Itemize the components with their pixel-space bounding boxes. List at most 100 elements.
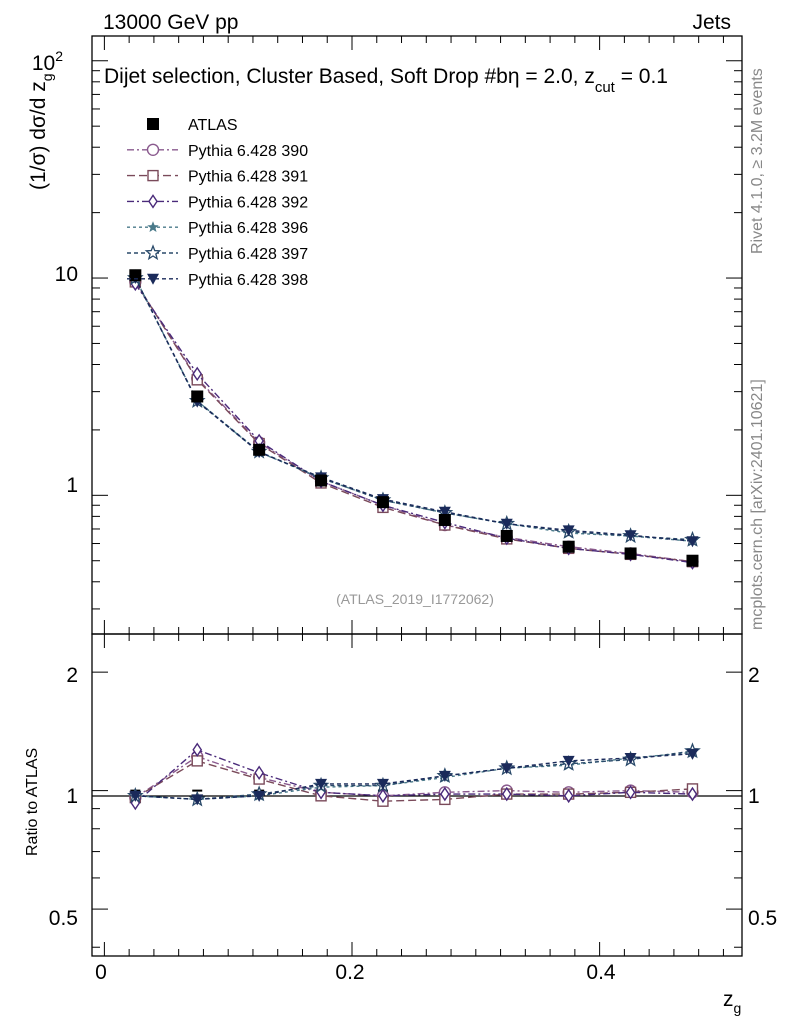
ratio-line-p397 <box>135 750 693 801</box>
energy-label: 13000 GeV pp <box>103 11 238 34</box>
x-tick-0: 0 <box>95 961 107 984</box>
main-y-tick-10: 10 <box>55 263 78 286</box>
ratio-point-p392 <box>254 765 264 781</box>
legend-entry-p390: Pythia 6.428 390 <box>127 143 308 160</box>
ratio-point-p398 <box>129 790 142 802</box>
ratio-panel-frame <box>91 633 743 957</box>
ratio-y-axis-label: Ratio to ATLAS <box>24 748 41 856</box>
point-ATLAS <box>315 474 328 487</box>
line-p396 <box>134 277 693 542</box>
axis-ticks <box>92 36 742 956</box>
point-ATLAS <box>500 529 513 542</box>
series-p396 <box>129 272 699 547</box>
main-y-tick-100-base: 10 <box>32 52 55 75</box>
legend-marker-p398 <box>147 273 159 285</box>
point-ATLAS <box>686 554 699 567</box>
series-ATLAS <box>129 269 699 567</box>
ratio-point-p392 <box>563 788 574 804</box>
legend: ATLAS Pythia 6.428 390 Pythia 6.428 391 Pyt… <box>127 117 308 289</box>
ratio-point-p398 <box>624 753 637 765</box>
legend-marker-p391 <box>147 169 159 182</box>
ratio-point-p392 <box>501 786 512 802</box>
legend-marker-p390 <box>146 143 160 157</box>
legend-entry-ATLAS: ATLAS <box>147 117 238 134</box>
legend-label-p392: Pythia 6.428 392 <box>188 194 308 211</box>
data-series <box>126 269 701 570</box>
legend-label-p396: Pythia 6.428 396 <box>188 220 308 237</box>
x-tick-04: 0.4 <box>586 961 616 984</box>
ratio-y-tick-1: 1 <box>66 785 78 808</box>
point-ATLAS <box>191 390 204 403</box>
line-p392 <box>134 283 693 564</box>
ratio-line-p390 <box>134 755 693 799</box>
x-tick-02: 0.2 <box>335 961 364 984</box>
ratio-line-p398 <box>135 753 693 801</box>
mcplots-side-label: mcplots.cern.ch [arXiv:2401.10621] <box>749 379 766 630</box>
point-ATLAS <box>624 547 637 560</box>
ratio-point-p392 <box>378 788 388 804</box>
main-y-tick-100: 102 <box>32 48 63 75</box>
legend-entry-p398: Pythia 6.428 398 <box>127 272 308 289</box>
selection-title-sub: cut <box>595 79 616 96</box>
ratio-y-tick-2-right: 2 <box>748 664 760 687</box>
line-p398 <box>134 277 693 542</box>
selection-title: Dijet selection, Cluster Based, Soft Dro… <box>104 65 668 96</box>
ratio-point-p392 <box>192 742 203 758</box>
ratio-point-p392 <box>687 786 698 802</box>
point-ATLAS <box>376 496 389 509</box>
legend-entry-p392: Pythia 6.428 392 <box>127 194 308 211</box>
ratio-point-p398 <box>686 748 699 760</box>
selection-title-tail: = 0.1 <box>615 65 668 88</box>
main-y-tick-1: 1 <box>66 474 78 497</box>
ratio-y-tick-05-right: 0.5 <box>748 907 777 930</box>
point-ATLAS <box>253 443 266 456</box>
main-y-axis-label-main: (1/σ) dσ/d z <box>27 81 50 190</box>
series-p391 <box>129 276 699 568</box>
legend-marker-p396 <box>147 221 159 233</box>
ratio-point-p398 <box>562 755 575 767</box>
point-p392 <box>192 366 203 382</box>
line-p390 <box>134 281 693 563</box>
category-label: Jets <box>692 11 731 34</box>
ratio-line-p392 <box>134 749 693 804</box>
ratio-point-p398 <box>500 763 513 775</box>
legend-label-p390: Pythia 6.428 390 <box>188 143 308 160</box>
x-axis-label-sub: g <box>734 1000 742 1016</box>
ratio-point-p391 <box>191 755 203 767</box>
legend-label-p398: Pythia 6.428 398 <box>188 272 308 289</box>
series-p390 <box>129 275 699 568</box>
x-axis-label: zg <box>723 988 741 1016</box>
ratio-point-p392 <box>625 785 636 800</box>
ratio-series-p392 <box>130 742 698 811</box>
ratio-series-p398 <box>129 748 699 806</box>
analysis-watermark: (ATLAS_2019_I1772062) <box>336 591 494 607</box>
ratio-point-p398 <box>376 778 389 790</box>
selection-title-main: Dijet selection, Cluster Based, Soft Dro… <box>104 65 595 88</box>
rivet-side-label: Rivet 4.1.0, ≥ 3.2M events <box>749 68 766 254</box>
point-p398 <box>438 506 451 518</box>
ratio-point-p392 <box>440 786 450 802</box>
point-ATLAS <box>562 540 575 553</box>
ratio-point-p398 <box>438 770 451 782</box>
legend-marker-p397 <box>144 244 162 261</box>
ratio-line-p391 <box>134 760 693 802</box>
ratio-y-tick-2: 2 <box>66 664 78 687</box>
point-p398 <box>686 536 699 548</box>
ratio-point-p398 <box>253 790 266 802</box>
point-p398 <box>624 530 637 542</box>
main-y-axis-label: (1/σ) dσ/d zg <box>27 73 55 190</box>
series-p397 <box>126 269 701 547</box>
main-y-axis-label-sub: g <box>39 73 55 81</box>
ratio-y-tick-1-right: 1 <box>748 785 760 808</box>
legend-marker-p392 <box>148 194 158 209</box>
legend-label-p391: Pythia 6.428 391 <box>188 169 308 186</box>
main-y-tick-100-sup: 2 <box>55 48 63 64</box>
series-p392 <box>130 276 698 570</box>
ratio-point-p398 <box>191 794 204 806</box>
point-p398 <box>562 525 575 537</box>
point-ATLAS <box>438 513 451 526</box>
legend-label-ATLAS: ATLAS <box>188 117 238 134</box>
legend-entry-p391: Pythia 6.428 391 <box>127 169 308 186</box>
legend-entry-p397: Pythia 6.428 397 <box>127 244 308 263</box>
